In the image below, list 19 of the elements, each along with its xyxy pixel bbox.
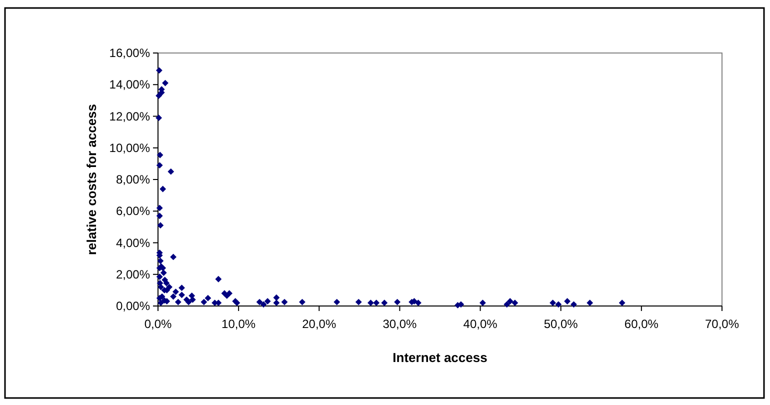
x-tick-label: 40,0% xyxy=(463,317,498,331)
x-tick-label: 70,0% xyxy=(704,317,740,331)
y-tick-label: 0,00% xyxy=(116,299,150,313)
y-tick-label: 12,00% xyxy=(109,109,150,124)
y-tick-label: 2,00% xyxy=(116,267,150,282)
y-tick-label: 16,00% xyxy=(109,46,150,60)
y-tick-label: 8,00% xyxy=(116,172,150,186)
y-tick-label: 10,00% xyxy=(109,140,150,155)
x-tick-label: 0,0% xyxy=(144,317,172,331)
y-axis-title: relative costs for access xyxy=(84,104,99,256)
x-tick-label: 30,0% xyxy=(382,317,418,331)
x-axis-title: Internet access xyxy=(392,350,488,365)
y-tick-label: 14,00% xyxy=(109,78,150,92)
y-tick-label: 6,00% xyxy=(116,204,150,218)
x-tick-label: 10,0% xyxy=(222,317,256,331)
y-tick-label: 4,00% xyxy=(116,236,150,250)
x-tick-label: 50,0% xyxy=(544,317,578,331)
x-tick-label: 20,0% xyxy=(302,317,336,331)
x-tick-label: 60,0% xyxy=(624,317,659,331)
